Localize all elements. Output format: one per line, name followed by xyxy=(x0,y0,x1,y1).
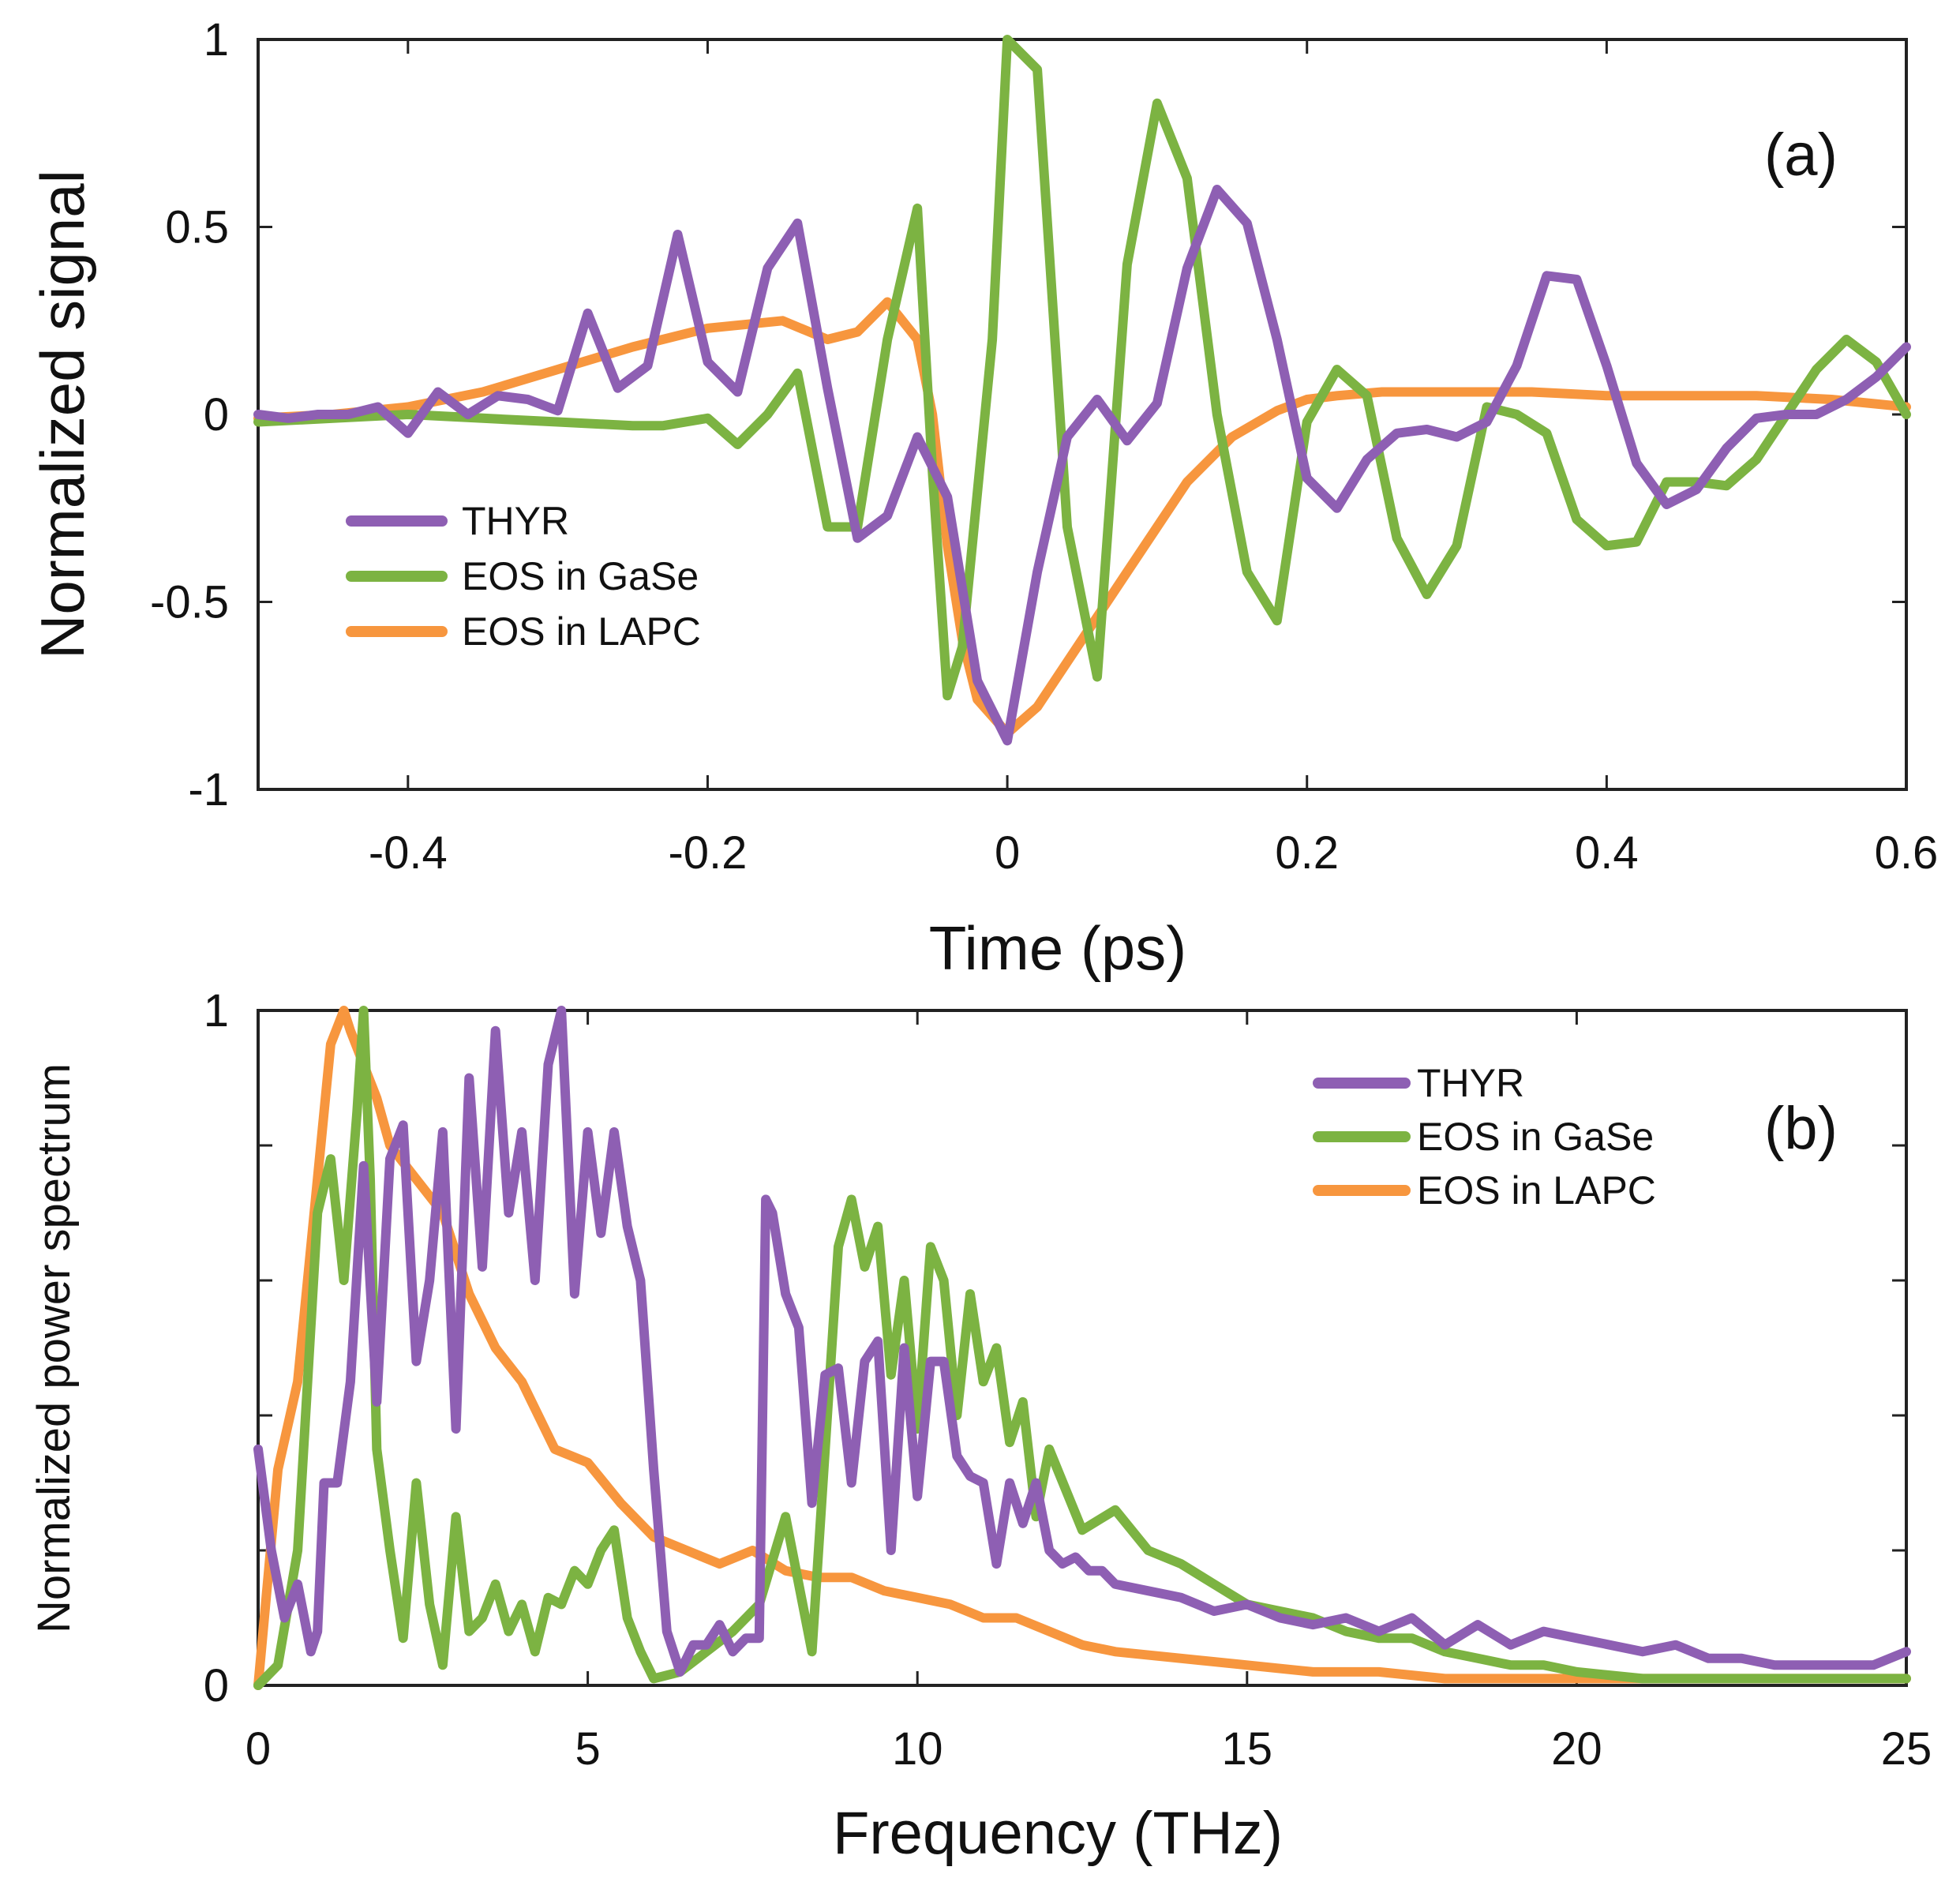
panel-a-xlabel: Time (ps) xyxy=(929,913,1186,983)
panel-b-series xyxy=(253,1006,1911,1690)
series-line-eos-in-gase xyxy=(253,1006,1911,1690)
series-line-eos-in-lapc xyxy=(253,297,1911,738)
x-tick-label: 25 xyxy=(1881,1723,1932,1775)
panel-b-ticks: 0 5 10 15 20 25 0 1 xyxy=(204,985,1932,1775)
legend-label: THYR xyxy=(1417,1061,1524,1105)
y-tick-label: 1 xyxy=(204,14,229,66)
x-tick-label: 0.4 xyxy=(1575,827,1639,879)
panel-a-legend: THYR EOS in GaSe EOS in LAPC xyxy=(346,499,701,654)
panel-b-xlabel: Frequency (THz) xyxy=(833,1800,1283,1867)
panel-b-tag: (b) xyxy=(1764,1095,1838,1162)
panel-a-tag: (a) xyxy=(1764,122,1838,189)
x-tick-label: 0 xyxy=(245,1723,271,1775)
x-tick-label: -0.4 xyxy=(369,827,448,879)
legend-label: EOS in LAPC xyxy=(1417,1168,1656,1213)
panel-a-series xyxy=(253,35,1911,746)
x-tick-label: 0.6 xyxy=(1875,827,1939,879)
x-tick-label: -0.2 xyxy=(668,827,747,879)
legend-label: EOS in LAPC xyxy=(462,609,701,654)
legend-label: EOS in GaSe xyxy=(462,554,699,598)
x-tick-label: 5 xyxy=(575,1723,600,1775)
series-line-thyr xyxy=(253,185,1911,746)
panel-a: -0.4 -0.2 0 0.2 0.4 0.6 -1 -0.5 0 0.5 1 THYR EOS in… xyxy=(28,14,1938,983)
y-tick-label: -1 xyxy=(188,764,229,815)
panel-b-ylabel: Normalized power spectrum xyxy=(28,1063,80,1633)
legend-label: EOS in GaSe xyxy=(1417,1115,1654,1159)
legend-label: THYR xyxy=(462,499,569,543)
panel-b-legend: THYR EOS in GaSe EOS in LAPC xyxy=(1313,1061,1656,1213)
x-tick-label: 20 xyxy=(1551,1723,1602,1775)
y-tick-label: 0 xyxy=(204,1660,229,1711)
x-tick-label: 15 xyxy=(1222,1723,1273,1775)
x-tick-label: 0 xyxy=(995,827,1020,879)
y-tick-label: -0.5 xyxy=(150,577,229,628)
panel-b-plot-area xyxy=(257,1009,1908,1687)
y-tick-label: 0.5 xyxy=(165,202,229,253)
x-tick-label: 0.2 xyxy=(1275,827,1339,879)
x-tick-label: 10 xyxy=(892,1723,943,1775)
panel-a-ylabel: Normalized signal xyxy=(28,170,97,659)
y-tick-label: 1 xyxy=(204,985,229,1036)
panel-a-ticks: -0.4 -0.2 0 0.2 0.4 0.6 -1 -0.5 0 0.5 1 xyxy=(150,14,1938,879)
series-line-thyr xyxy=(253,1006,1911,1677)
y-tick-label: 0 xyxy=(204,389,229,440)
